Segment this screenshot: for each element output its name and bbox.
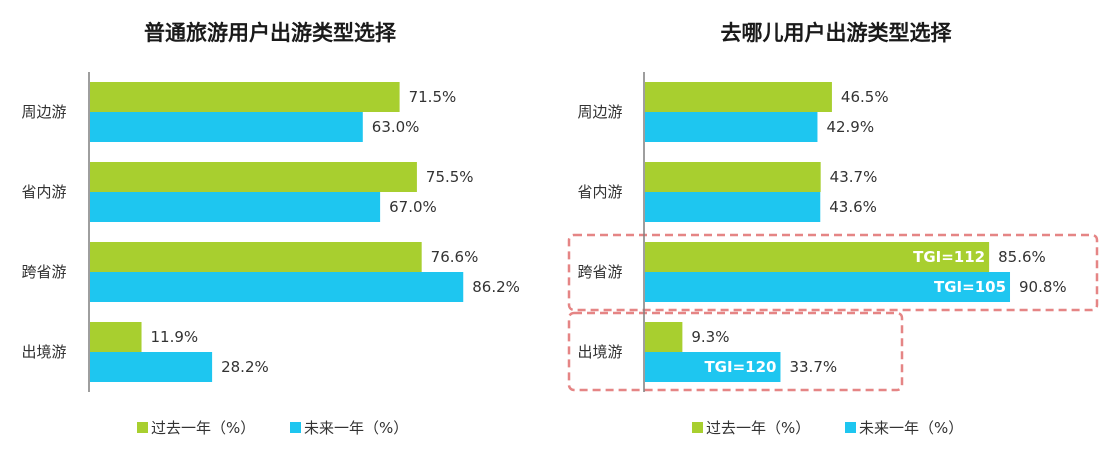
tgi-label: TGI=120	[704, 358, 776, 376]
category-label: 跨省游	[577, 263, 622, 281]
legend-label: 未来一年（%）	[304, 419, 408, 437]
data-label: 46.5%	[841, 88, 889, 106]
bar-next-year	[90, 112, 363, 142]
legend-label: 未来一年（%）	[859, 419, 963, 437]
data-label: 90.8%	[1019, 278, 1067, 296]
data-label: 28.2%	[221, 358, 269, 376]
legend-swatch-next-year	[845, 422, 856, 433]
category-label: 省内游	[21, 183, 66, 201]
legend-swatch-past-year	[692, 422, 703, 433]
bar-next-year	[645, 352, 781, 382]
bar-past-year	[90, 242, 422, 272]
tgi-label: TGI=105	[934, 278, 1006, 296]
data-label: 11.9%	[151, 328, 199, 346]
category-label: 跨省游	[21, 263, 66, 281]
category-label: 出境游	[21, 343, 66, 361]
bar-next-year	[645, 112, 818, 142]
data-label: 67.0%	[389, 198, 437, 216]
bar-past-year	[90, 322, 142, 352]
category-label: 周边游	[577, 103, 622, 121]
data-label: 76.6%	[431, 248, 479, 266]
bar-next-year	[90, 352, 213, 382]
data-label: 43.7%	[830, 168, 878, 186]
tgi-label: TGI=112	[913, 248, 985, 266]
legend-swatch-past-year	[137, 422, 148, 433]
category-label: 省内游	[577, 183, 622, 201]
legend-swatch-next-year	[290, 422, 301, 433]
bar-next-year	[645, 192, 821, 222]
legend-label: 过去一年（%）	[706, 419, 810, 437]
chart-title: 去哪儿用户出游类型选择	[721, 21, 953, 45]
data-label: 9.3%	[691, 328, 729, 346]
category-label: 出境游	[577, 343, 622, 361]
data-label: 33.7%	[789, 358, 837, 376]
bar-past-year	[645, 322, 683, 352]
data-label: 85.6%	[998, 248, 1046, 266]
category-label: 周边游	[21, 103, 66, 121]
highlight-box-outbound	[567, 311, 904, 392]
legend-label: 过去一年（%）	[151, 419, 255, 437]
data-label: 75.5%	[426, 168, 474, 186]
data-label: 42.9%	[826, 118, 874, 136]
bar-next-year	[90, 272, 464, 302]
data-label: 86.2%	[472, 278, 520, 296]
data-label: 63.0%	[372, 118, 420, 136]
bar-past-year	[645, 82, 832, 112]
data-label: 71.5%	[409, 88, 457, 106]
bar-next-year	[645, 272, 1011, 302]
bar-next-year	[90, 192, 381, 222]
bar-past-year	[90, 162, 417, 192]
bar-past-year	[90, 82, 400, 112]
data-label: 43.6%	[829, 198, 877, 216]
bar-past-year	[645, 162, 821, 192]
chart-title: 普通旅游用户出游类型选择	[144, 21, 397, 45]
bar-past-year	[645, 242, 990, 272]
